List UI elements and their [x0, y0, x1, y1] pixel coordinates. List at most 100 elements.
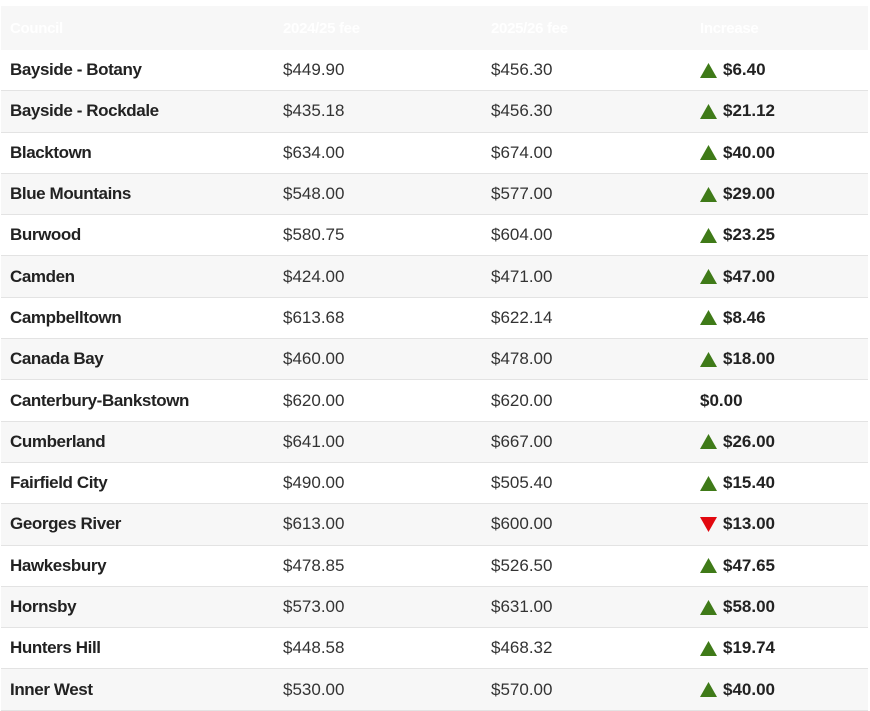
cell-text: $622.14: [491, 307, 553, 327]
table-cell: $604.00: [491, 215, 552, 255]
cell-text: $667.00: [491, 431, 553, 451]
table-cell: $674.00: [491, 133, 552, 173]
table-cell: $471.00: [491, 256, 552, 296]
table-cell: Georges River: [10, 504, 121, 544]
table-cell: $634.00: [283, 133, 344, 173]
cell-text: $478.85: [283, 555, 345, 575]
cell-text: $13.00: [723, 514, 775, 534]
cell-text: $505.40: [491, 473, 553, 493]
table-cell: $573.00: [283, 587, 344, 627]
header-cell: 2025/26 fee: [491, 19, 568, 37]
table-cell: $613.00: [283, 504, 344, 544]
table-row: Georges River $613.00 $600.00 $13.00: [1, 504, 868, 546]
table-cell: $613.68: [283, 298, 344, 338]
up-arrow: [700, 682, 717, 698]
table-cell: $448.58: [283, 628, 344, 668]
table-cell: $456.30: [491, 50, 552, 90]
table-cell: $530.00: [283, 669, 344, 709]
cell-text: Blue Mountains: [10, 184, 131, 204]
header-cell: Council: [10, 19, 63, 37]
table-cell: Bayside - Rockdale: [10, 91, 159, 131]
table-cell: $23.25: [700, 215, 775, 255]
cell-text: $570.00: [491, 679, 553, 699]
table-cell: Blue Mountains: [10, 174, 131, 214]
table-row: Bayside - Rockdale $435.18 $456.30 $21.12: [1, 91, 868, 133]
up-arrow: [700, 310, 717, 326]
table-cell: $505.40: [491, 463, 552, 503]
cell-text: $424.00: [283, 266, 345, 286]
table-cell: $449.90: [283, 50, 344, 90]
cell-text: Burwood: [10, 225, 81, 245]
cell-text: $580.75: [283, 225, 345, 245]
cell-text: Hunters Hill: [10, 638, 101, 658]
cell-text: Blacktown: [10, 142, 92, 162]
table-cell: $622.14: [491, 298, 552, 338]
cell-text: $641.00: [283, 431, 345, 451]
cell-text: $47.00: [723, 266, 775, 286]
table-cell: $631.00: [491, 587, 552, 627]
table-cell: $478.85: [283, 546, 344, 586]
table-cell: $580.75: [283, 215, 344, 255]
up-arrow: [700, 640, 717, 656]
table-cell: $40.00: [700, 669, 775, 709]
header-row: Council 2024/25 fee 2025/26 fee Increase: [1, 6, 868, 50]
table-row: Hornsby $573.00 $631.00 $58.00: [1, 586, 868, 629]
table-cell: $570.00: [491, 669, 552, 709]
up-arrow: [700, 227, 717, 243]
cell-text: $490.00: [283, 473, 345, 493]
table-cell: Campbelltown: [10, 298, 122, 338]
table-cell: $47.00: [700, 256, 775, 296]
up-arrow: [700, 599, 717, 615]
up-arrow: [700, 475, 717, 491]
table-row: Blue Mountains $548.00 $577.00 $29.00: [1, 173, 868, 216]
header-cell: 2024/25 fee: [283, 19, 360, 37]
cell-text: $548.00: [283, 184, 345, 204]
table-cell: $18.00: [700, 339, 775, 379]
down-arrow: [700, 516, 717, 532]
cell-text: $0.00: [700, 390, 743, 410]
table-row: Fairfield City $490.00 $505.40 $15.40: [1, 463, 868, 505]
cell-text: $526.50: [491, 555, 553, 575]
cell-text: $23.25: [723, 225, 775, 245]
cell-text: Inner West: [10, 679, 93, 699]
table-row: Camden $424.00 $471.00 $47.00: [1, 256, 868, 298]
table-cell: $424.00: [283, 256, 344, 296]
up-arrow: [700, 269, 717, 285]
table-cell: $526.50: [491, 546, 552, 586]
cell-text: $18.00: [723, 349, 775, 369]
table-cell: Hawkesbury: [10, 546, 107, 586]
table-cell: $8.46: [700, 298, 766, 338]
cell-text: Hawkesbury: [10, 555, 107, 575]
table-cell: $620.00: [491, 380, 552, 420]
cell-text: $435.18: [283, 101, 345, 121]
cell-text: $15.40: [723, 473, 775, 493]
table-cell: $478.00: [491, 339, 552, 379]
cell-text: Camden: [10, 266, 75, 286]
table-row: Inner West $530.00 $570.00 $40.00: [1, 669, 868, 711]
table-cell: Canada Bay: [10, 339, 104, 379]
cell-text: $40.00: [723, 679, 775, 699]
table-row: Canterbury-Bankstown $620.00 $620.00 $0.00: [1, 380, 868, 422]
table-cell: Hornsby: [10, 587, 77, 627]
cell-text: $8.46: [723, 307, 766, 327]
table-cell: Camden: [10, 256, 75, 296]
cell-text: $613.68: [283, 307, 345, 327]
table-cell: $460.00: [283, 339, 344, 379]
table-cell: $490.00: [283, 463, 344, 503]
table-cell: Cumberland: [10, 422, 106, 462]
up-arrow: [700, 62, 717, 78]
cell-text: $58.00: [723, 597, 775, 616]
table-cell: $667.00: [491, 422, 552, 462]
table-cell: $548.00: [283, 174, 344, 214]
cell-text: $620.00: [283, 390, 345, 410]
cell-text: $449.90: [283, 60, 345, 80]
table-cell: Hunters Hill: [10, 628, 101, 668]
table-cell: $577.00: [491, 174, 552, 214]
cell-text: $460.00: [283, 349, 345, 369]
table-cell: $15.40: [700, 463, 775, 503]
cell-text: Bayside - Rockdale: [10, 101, 159, 121]
cell-text: $604.00: [491, 225, 553, 245]
cell-text: $19.74: [723, 638, 775, 658]
table-row: Hunters Hill $448.58 $468.32 $19.74: [1, 628, 868, 670]
